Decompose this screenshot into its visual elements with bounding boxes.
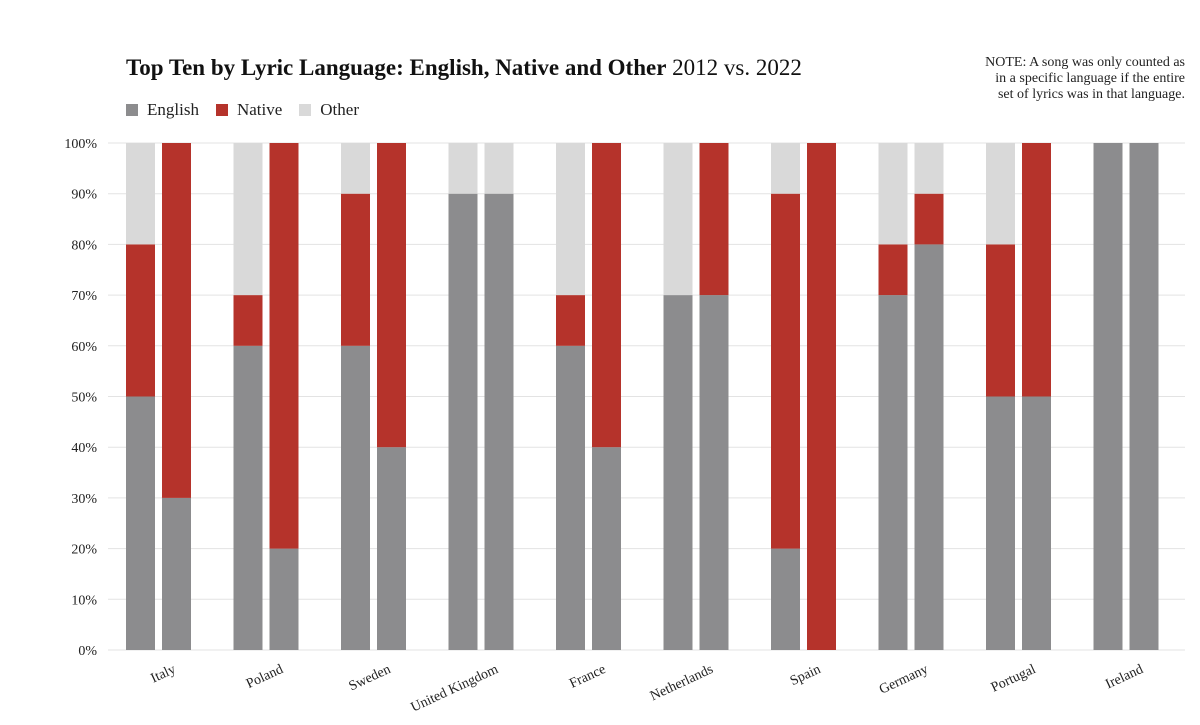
x-tick-label-spain: Spain bbox=[788, 662, 823, 689]
bar-spain-2022-native bbox=[807, 143, 836, 650]
bar-portugal-2012-english bbox=[986, 396, 1015, 650]
bar-poland-2012-native bbox=[233, 295, 263, 346]
bar-poland-2022-native bbox=[269, 143, 299, 549]
chart-title-main: Top Ten by Lyric Language: English, Nati… bbox=[126, 55, 667, 80]
legend-swatch-native bbox=[215, 104, 228, 116]
y-tick-label: 50% bbox=[71, 391, 97, 406]
bar-portugal-2022-native bbox=[1022, 143, 1051, 397]
legend-item-native: Native bbox=[215, 100, 283, 120]
bar-italy-2022-native bbox=[162, 143, 191, 498]
bar-spain-2012-english bbox=[771, 548, 800, 650]
x-tick-label-sweden: Sweden bbox=[347, 662, 394, 694]
bar-netherlands-2012-english bbox=[663, 295, 693, 650]
x-axis-labels: Italy Poland Sweden United Kingdom France Net… bbox=[149, 662, 1146, 716]
legend: English Native Other bbox=[126, 100, 376, 120]
legend-label-english: English bbox=[147, 100, 199, 119]
bar-germany-2022-english bbox=[914, 244, 944, 650]
bar-united-kingdom-2022-other bbox=[484, 143, 514, 194]
y-tick-label: 40% bbox=[71, 441, 97, 456]
chart-title: Top Ten by Lyric Language: English, Nati… bbox=[126, 55, 802, 81]
bar-netherlands-2022-native bbox=[699, 143, 729, 296]
y-tick-label: 70% bbox=[71, 289, 97, 304]
bar-france-2022-english bbox=[592, 447, 621, 650]
legend-item-english: English bbox=[126, 100, 199, 120]
chart-title-years: 2012 vs. 2022 bbox=[672, 55, 802, 80]
bar-france-2012-english bbox=[556, 345, 585, 650]
bar-sweden-2022-native bbox=[377, 143, 406, 448]
bar-italy-2022-english bbox=[162, 497, 191, 650]
legend-swatch-english bbox=[126, 104, 138, 116]
bar-italy-2012-native bbox=[126, 244, 155, 397]
legend-item-other: Other bbox=[299, 100, 359, 120]
y-tick-label: 80% bbox=[71, 238, 97, 253]
bar-sweden-2022-english bbox=[377, 447, 406, 650]
bar-ireland-2022-english bbox=[1129, 143, 1159, 650]
y-tick-label: 0% bbox=[78, 644, 97, 659]
x-tick-label-netherlands: Netherlands bbox=[648, 662, 716, 704]
y-tick-label: 20% bbox=[71, 543, 97, 558]
legend-swatch-other bbox=[299, 104, 312, 116]
y-axis-ticks: 0% 10% 20% 30% 40% 50% 60% 70% 80% 90% 100% bbox=[64, 137, 97, 659]
bar-sweden-2012-other bbox=[341, 143, 370, 194]
bar-france-2012-other bbox=[556, 143, 585, 296]
bar-netherlands-2012-other bbox=[663, 143, 693, 296]
bar-italy-2012-english bbox=[126, 396, 155, 650]
bar-germany-2012-english bbox=[878, 295, 908, 650]
bar-france-2012-native bbox=[556, 295, 585, 346]
bar-germany-2022-native bbox=[914, 193, 944, 245]
bar-netherlands-2022-english bbox=[699, 295, 729, 650]
bars bbox=[126, 143, 1159, 650]
x-tick-label-portugal: Portugal bbox=[989, 662, 1038, 696]
bar-germany-2022-other bbox=[914, 143, 944, 194]
bar-portugal-2022-english bbox=[1022, 396, 1051, 650]
legend-label-native: Native bbox=[236, 100, 283, 119]
y-tick-label: 10% bbox=[71, 593, 97, 608]
bar-spain-2012-other bbox=[771, 143, 800, 194]
bar-portugal-2012-other bbox=[986, 143, 1015, 245]
bar-ireland-2012-english bbox=[1093, 143, 1123, 650]
legend-label-other: Other bbox=[320, 100, 359, 119]
y-tick-label: 30% bbox=[71, 492, 97, 507]
bar-sweden-2012-native bbox=[341, 193, 370, 346]
bar-spain-2012-native bbox=[771, 193, 800, 549]
bar-france-2022-native bbox=[592, 143, 621, 448]
x-tick-label-ireland: Ireland bbox=[1103, 662, 1145, 692]
bar-poland-2012-other bbox=[233, 143, 263, 296]
bar-united-kingdom-2012-english bbox=[448, 193, 478, 650]
x-tick-label-italy: Italy bbox=[149, 662, 179, 686]
bar-united-kingdom-2022-english bbox=[484, 193, 514, 650]
bar-sweden-2012-english bbox=[341, 345, 370, 650]
bar-germany-2012-native bbox=[878, 244, 908, 296]
y-tick-label: 90% bbox=[71, 188, 97, 203]
bar-germany-2012-other bbox=[878, 143, 908, 245]
x-tick-label-united-kingdom: United Kingdom bbox=[409, 662, 501, 716]
bar-italy-2012-other bbox=[126, 143, 155, 245]
x-tick-label-france: France bbox=[567, 662, 608, 692]
bar-poland-2022-english bbox=[269, 548, 299, 650]
x-tick-label-poland: Poland bbox=[244, 662, 286, 692]
y-tick-label: 100% bbox=[64, 137, 97, 152]
chart-note: NOTE: A song was only counted as in a sp… bbox=[985, 55, 1185, 102]
bar-united-kingdom-2012-other bbox=[448, 143, 478, 194]
y-tick-label: 60% bbox=[71, 340, 97, 355]
bar-poland-2012-english bbox=[233, 345, 263, 650]
bar-portugal-2012-native bbox=[986, 244, 1015, 397]
x-tick-label-germany: Germany bbox=[877, 662, 931, 698]
